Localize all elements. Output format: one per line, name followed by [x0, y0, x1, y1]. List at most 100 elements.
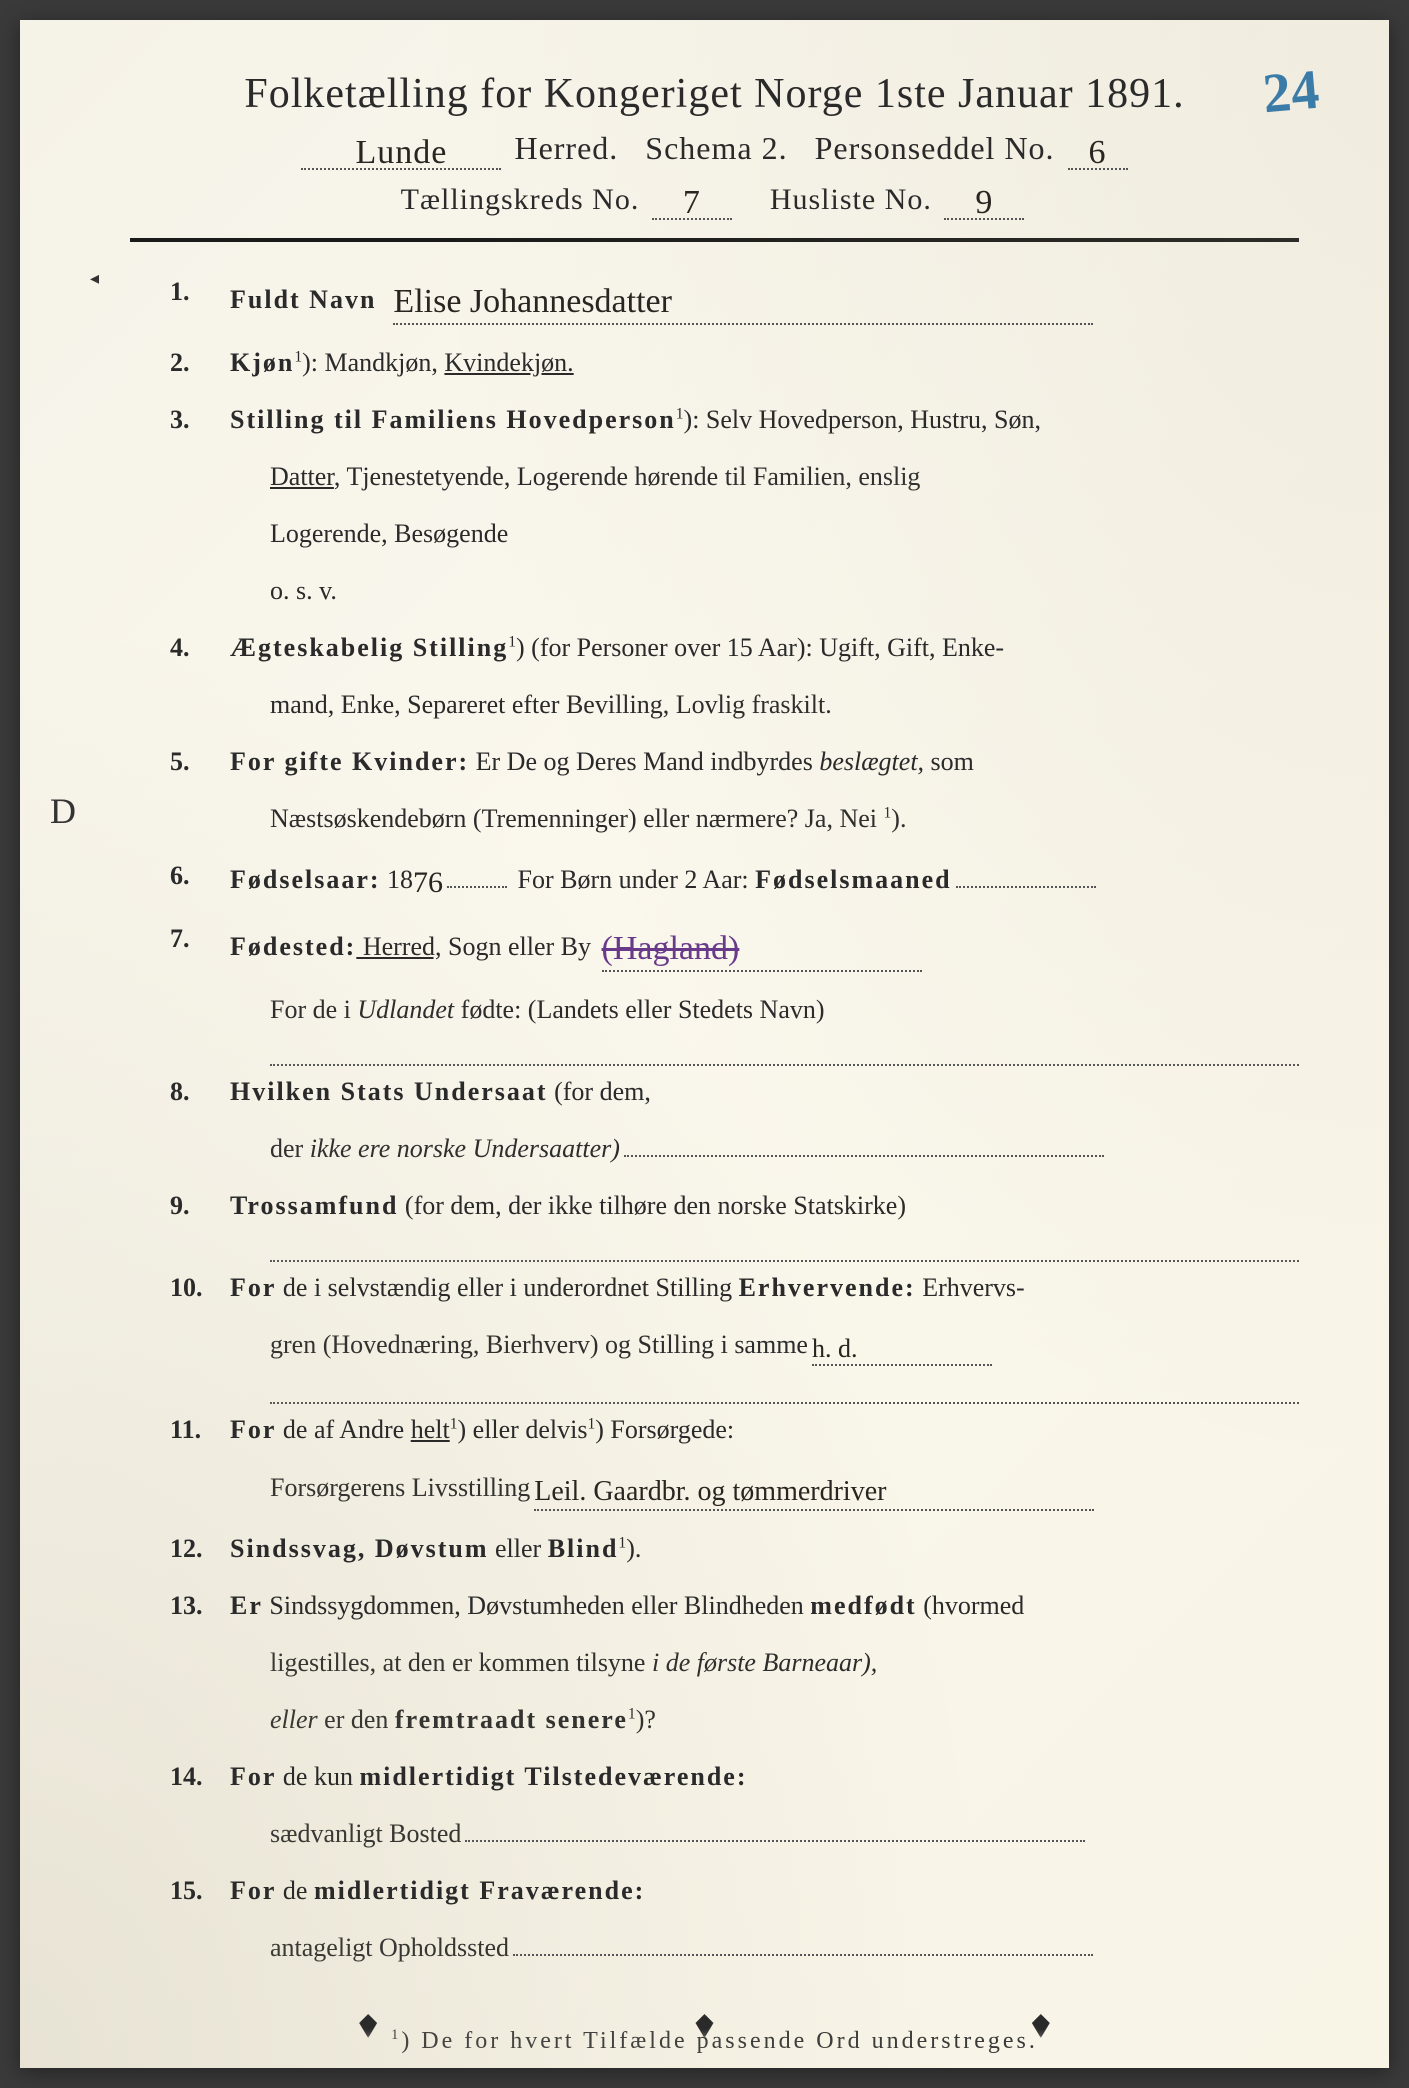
hole-icon [689, 2008, 719, 2038]
field-label: fremtraadt senere [395, 1705, 628, 1734]
field-text: gren (Hovednæring, Bierhverv) og Stillin… [270, 1330, 808, 1359]
row-num: 1. [170, 272, 230, 325]
row-14-temporary-present: 14. For de kun midlertidigt Tilstedevære… [170, 1757, 1299, 1796]
year-prefix: 18 [381, 865, 414, 894]
form-header: 24 Folketælling for Kongeriget Norge 1st… [130, 70, 1299, 220]
field-text: de [276, 1876, 314, 1905]
field-label: Fuldt Navn [230, 285, 376, 314]
margin-annotation: D [50, 790, 76, 832]
italic-text: eller [270, 1705, 318, 1734]
field-label: medfødt [810, 1591, 916, 1620]
field-label: Fødested: [230, 932, 356, 961]
row-num: 10. [170, 1268, 230, 1307]
field-text: (for dem, [548, 1077, 651, 1106]
personseddel-value: 6 [1089, 134, 1107, 171]
row-3-cont: Datter, Tjenestetyende, Logerende hørend… [170, 457, 1299, 496]
field-label: Trossamfund [230, 1191, 398, 1220]
husliste-value: 9 [975, 184, 993, 221]
field-text: )? [636, 1705, 656, 1734]
field-label: Blind [548, 1534, 619, 1563]
row-11-cont: Forsørgerens LivsstillingLeil. Gaardbr. … [170, 1467, 1299, 1511]
field-text: der [270, 1134, 310, 1163]
row-num: 5. [170, 742, 230, 781]
row-num: 14. [170, 1757, 230, 1796]
selected-option: Herred, [356, 932, 441, 961]
row-13-cont2: eller er den fremtraadt senere1)? [170, 1700, 1299, 1739]
field-label: Fødselsaar: [230, 865, 381, 894]
row-2-sex: 2. Kjøn1): Mandkjøn, Kvindekjøn. [170, 343, 1299, 382]
row-3-cont3: o. s. v. [170, 571, 1299, 610]
supporter-occupation: Leil. Gaardbr. og tømmerdriver [534, 1476, 886, 1507]
row-num: 11. [170, 1410, 230, 1449]
field-text: ligestilles, at den er kommen tilsyne [270, 1648, 652, 1677]
field-text: ) eller [458, 1415, 526, 1444]
row-num: 6. [170, 856, 230, 901]
row-8-nationality: 8. Hvilken Stats Undersaat (for dem, [170, 1072, 1299, 1111]
row-num: 2. [170, 343, 230, 382]
row-11-supported: 11. For de af Andre helt1) eller delvis1… [170, 1410, 1299, 1449]
field-label: For [230, 1762, 276, 1791]
row-num: 7. [170, 919, 230, 972]
row-13-congenital: 13. Er Sindssygdommen, Døvstumheden elle… [170, 1586, 1299, 1625]
edge-mark: ◂ [90, 268, 99, 289]
field-text: (hvormed [917, 1591, 1025, 1620]
field-text: For Børn under 2 Aar: [511, 865, 755, 894]
husliste-label: Husliste No. [770, 183, 932, 216]
row-7-cont: For de i Udlandet fødte: (Landets eller … [170, 990, 1299, 1029]
field-text: ). [626, 1534, 641, 1563]
page-number-handwritten: 24 [1260, 58, 1321, 127]
row-7-birthplace: 7. Fødested: Herred, Sogn eller By (Hagl… [170, 919, 1299, 972]
selected-option: Kvindekjøn. [444, 348, 573, 377]
birthyear-value: 76 [413, 866, 443, 899]
row-4-marital: 4. Ægteskabelig Stilling1) (for Personer… [170, 628, 1299, 667]
selected-option: Datter [270, 462, 334, 491]
row-12-disability: 12. Sindssvag, Døvstum eller Blind1). [170, 1529, 1299, 1568]
census-form-page: ◂ D 24 Folketælling for Kongeriget Norge… [20, 20, 1389, 2068]
occupation-value: h. d. [812, 1334, 858, 1363]
field-text: fødte: (Landets eller Stedets Navn) [454, 995, 824, 1024]
field-label: Fødselsmaaned [755, 865, 951, 894]
row-6-birthyear: 6. Fødselsaar: 1876 For Børn under 2 Aar… [170, 856, 1299, 901]
italic-text: Udlandet [357, 995, 454, 1024]
field-text: ) Forsørgede: [595, 1415, 734, 1444]
row-13-cont: ligestilles, at den er kommen tilsyne i … [170, 1643, 1299, 1682]
subtitle-line-2: Tællingskreds No. 7 Husliste No. 9 [130, 180, 1299, 220]
row-14-cont: sædvanligt Bosted [170, 1814, 1299, 1853]
schema-label: Schema 2. [645, 130, 787, 166]
taellingskreds-label: Tællingskreds No. [401, 183, 640, 216]
italic-text: i de første Barneaar), [652, 1648, 877, 1677]
field-text: Sindssygdommen, Døvstumheden eller Blind… [263, 1591, 810, 1620]
row-5-married-women: 5. For gifte Kvinder: Er De og Deres Man… [170, 742, 1299, 781]
field-text: , Tjenestetyende, Logerende hørende til … [334, 462, 921, 491]
field-text: ): Mandkjøn, [302, 348, 444, 377]
form-body: 1. Fuldt Navn Elise Johannesdatter 2. Kj… [130, 272, 1299, 1967]
footnote-ref: 1 [294, 348, 302, 365]
field-label: Ægteskabelig Stilling [230, 633, 508, 662]
name-value: Elise Johannesdatter [393, 283, 672, 320]
row-15-cont: antageligt Opholdssted [170, 1928, 1299, 1967]
herred-label: Herred. [514, 130, 618, 166]
row-3-relation: 3. Stilling til Familiens Hovedperson1):… [170, 400, 1299, 439]
field-label: midlertidigt Fraværende: [314, 1876, 645, 1905]
footnote-ref: 1 [450, 1415, 458, 1432]
field-label: Erhvervende: [739, 1273, 916, 1302]
field-text: Sogn eller By [442, 932, 592, 961]
field-text: Er De og Deres Mand indbyrdes [469, 747, 819, 776]
field-text: de af Andre [276, 1415, 410, 1444]
field-text: For de i [270, 995, 357, 1024]
field-text: ) (for Personer over 15 Aar): Ugift, Gif… [516, 633, 1004, 662]
row-8-cont: der ikke ere norske Undersaatter) [170, 1129, 1299, 1168]
footnote-ref: 1 [508, 633, 516, 650]
personseddel-label: Personseddel No. [815, 130, 1055, 166]
blank-line [270, 1047, 1299, 1066]
subtitle-line-1: Lunde Herred. Schema 2. Personseddel No.… [130, 130, 1299, 170]
row-num: 9. [170, 1186, 230, 1225]
field-text: eller [489, 1534, 548, 1563]
row-10-cont: gren (Hovednæring, Bierhverv) og Stillin… [170, 1325, 1299, 1366]
hole-icon [1026, 2008, 1056, 2038]
field-label: For [230, 1415, 276, 1444]
field-text: som [924, 747, 974, 776]
row-num: 4. [170, 628, 230, 667]
hole-icon [353, 2008, 383, 2038]
field-text: de kun [276, 1762, 359, 1791]
